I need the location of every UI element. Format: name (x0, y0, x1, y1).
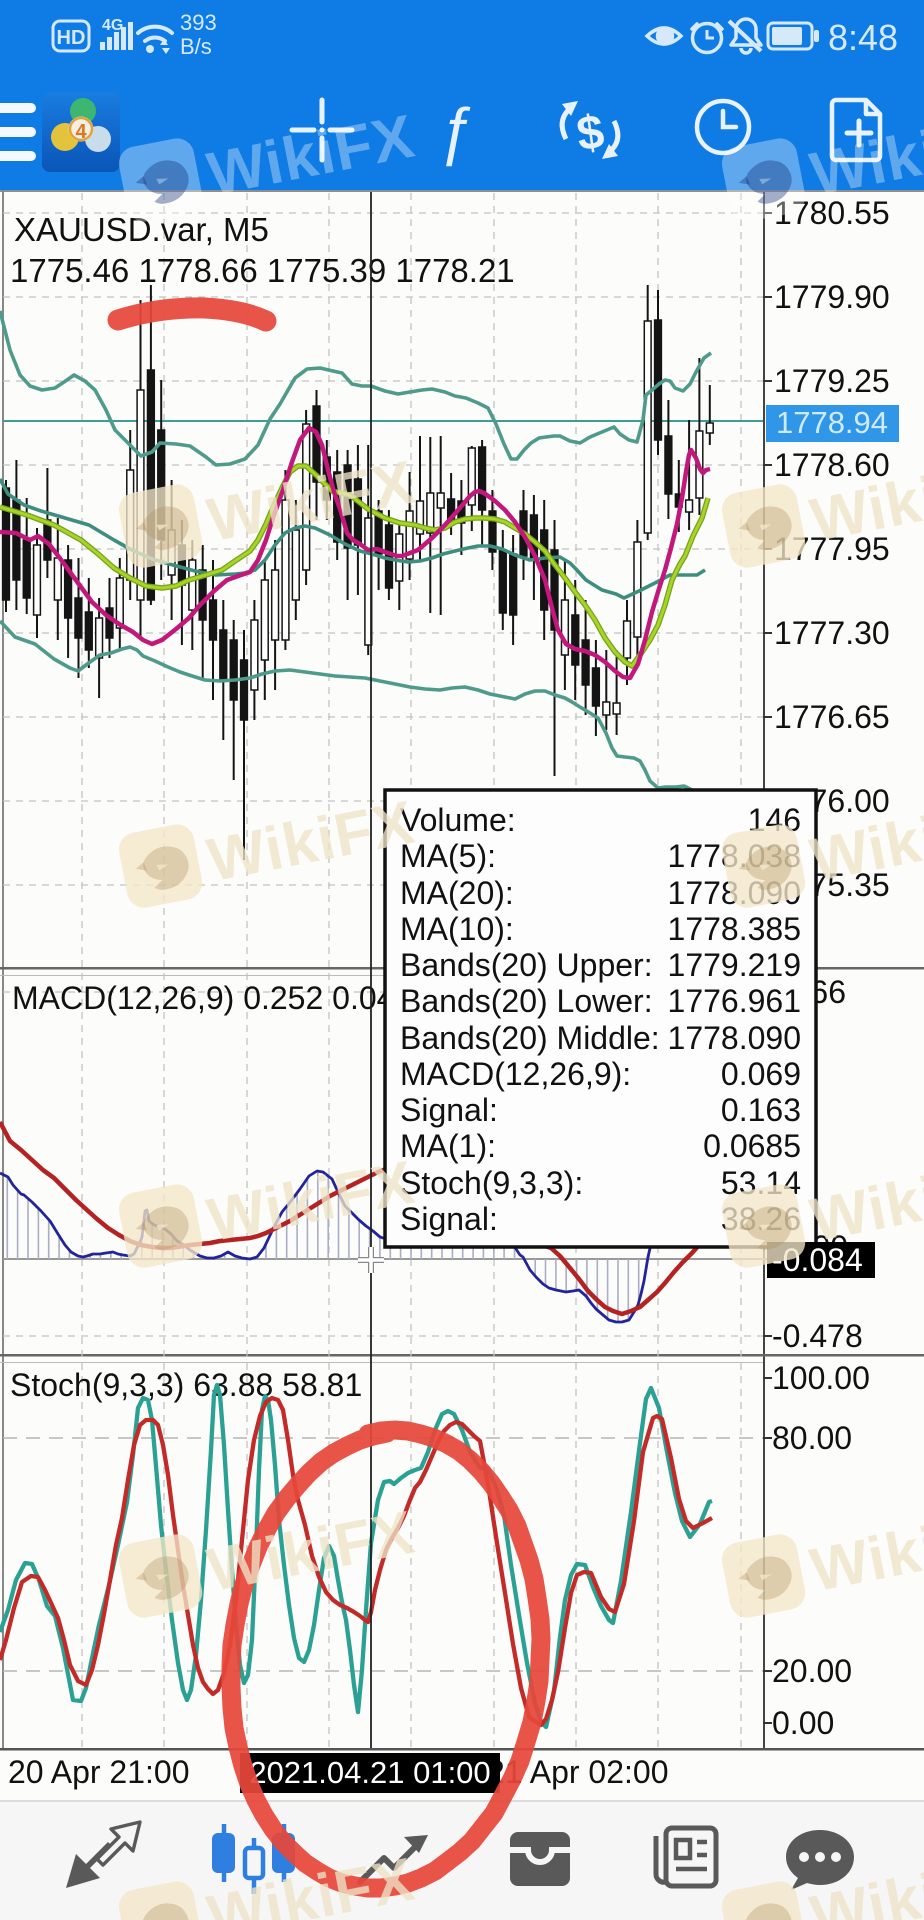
svg-text:MA(20):: MA(20): (400, 875, 514, 911)
svg-text:MACD(12,26,9) 0.252 0.04: MACD(12,26,9) 0.252 0.04 (12, 980, 394, 1016)
svg-text:ƒ: ƒ (437, 94, 473, 167)
svg-text:Stoch(9,3,3):: Stoch(9,3,3): (400, 1165, 583, 1201)
svg-text:1775.46 1778.66 1775.39 1778.2: 1775.46 1778.66 1775.39 1778.21 (10, 252, 515, 289)
svg-text:1778.94: 1778.94 (776, 405, 888, 440)
svg-text:MA(5):: MA(5): (400, 838, 496, 874)
svg-text:1778.60: 1778.60 (774, 447, 890, 483)
svg-text:1780.55: 1780.55 (774, 195, 890, 231)
svg-text:Signal:: Signal: (400, 1201, 498, 1237)
svg-text:HD: HD (57, 27, 86, 49)
svg-text:1779.219: 1779.219 (668, 947, 801, 983)
svg-text:0.00: 0.00 (772, 1705, 834, 1741)
svg-text:1776.961: 1776.961 (668, 983, 801, 1019)
svg-text:1779.90: 1779.90 (774, 279, 890, 315)
svg-text:1777.30: 1777.30 (774, 615, 890, 651)
svg-text:0.163: 0.163 (721, 1092, 801, 1128)
svg-text:Bands(20) Middle:: Bands(20) Middle: (400, 1020, 660, 1056)
svg-text:MA(1):: MA(1): (400, 1128, 496, 1164)
svg-text:MA(10):: MA(10): (400, 911, 514, 947)
svg-text:4G: 4G (102, 17, 123, 34)
svg-text:Stoch(9,3,3) 63.88 58.81: Stoch(9,3,3) 63.88 58.81 (10, 1367, 362, 1403)
svg-text:0.069: 0.069 (721, 1056, 801, 1092)
svg-text:1778.385: 1778.385 (668, 911, 801, 947)
svg-text:2021.04.21 01:00: 2021.04.21 01:00 (249, 1755, 490, 1790)
svg-text:8:48: 8:48 (828, 17, 898, 58)
svg-text:Volume:: Volume: (400, 802, 516, 838)
svg-text:20.00: 20.00 (772, 1653, 852, 1689)
svg-text:XAUUSD.var, M5: XAUUSD.var, M5 (14, 211, 269, 248)
svg-text:Bands(20) Upper:: Bands(20) Upper: (400, 947, 653, 983)
svg-text:MACD(12,26,9):: MACD(12,26,9): (400, 1056, 631, 1092)
svg-text:-0.478: -0.478 (772, 1318, 863, 1354)
svg-text:1778.090: 1778.090 (668, 1020, 801, 1056)
svg-text:1776.65: 1776.65 (774, 699, 890, 735)
svg-text:0.0685: 0.0685 (703, 1128, 801, 1164)
svg-text:Signal:: Signal: (400, 1092, 498, 1128)
svg-text:B/s: B/s (180, 34, 212, 59)
svg-text:80.00: 80.00 (772, 1420, 852, 1456)
svg-text:Bands(20) Lower:: Bands(20) Lower: (400, 983, 653, 1019)
svg-text:100.00: 100.00 (772, 1360, 870, 1396)
svg-text:1779.25: 1779.25 (774, 363, 890, 399)
svg-text:20 Apr 21:00: 20 Apr 21:00 (8, 1754, 189, 1790)
svg-text:4: 4 (75, 121, 87, 143)
svg-text:393: 393 (180, 10, 217, 35)
